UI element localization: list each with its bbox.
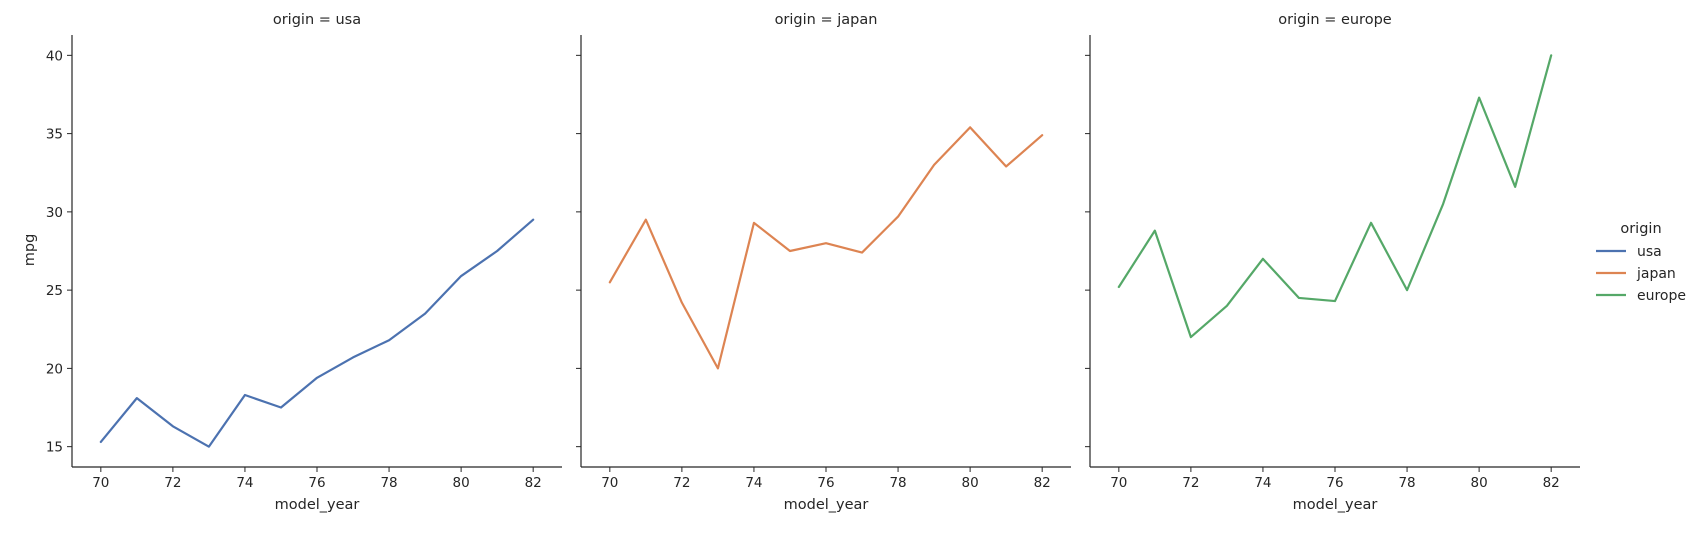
x-tick-label: 82 — [1034, 475, 1051, 491]
legend-items: usa japan europe — [1596, 244, 1686, 304]
x-tick-label: 76 — [817, 475, 834, 491]
y-tick-label: 15 — [46, 440, 63, 456]
x-tick-label: 74 — [236, 475, 253, 491]
x-tick-label: 72 — [673, 475, 690, 491]
y-tick-label: 30 — [46, 205, 63, 221]
x-tick-label: 80 — [453, 475, 470, 491]
x-axis-label: model_year — [784, 497, 869, 513]
x-axis-label: model_year — [1293, 497, 1378, 513]
facet-panel-europe: origin = europe 70 72 74 76 78 80 82 model_year — [1085, 12, 1580, 513]
x-tick-label: 74 — [745, 475, 762, 491]
y-tick-label: 35 — [46, 127, 63, 143]
legend: origin usa japan europe — [1596, 221, 1686, 304]
x-tick-label: 80 — [962, 475, 979, 491]
facet-panel-usa: origin = usa 15 20 25 30 35 40 70 72 74 76 78 80 82 mo… — [46, 12, 562, 513]
series-line-europe — [1117, 54, 1553, 339]
x-tick-label: 82 — [1543, 475, 1560, 491]
x-tick-label: 72 — [164, 475, 181, 491]
facet-panels: origin = usa 15 20 25 30 35 40 70 72 74 76 78 80 82 mo… — [46, 12, 1580, 513]
x-tick-label: 72 — [1182, 475, 1199, 491]
series-line-usa — [99, 218, 535, 448]
x-tick-label: 78 — [1398, 475, 1415, 491]
facet-panel-japan: origin = japan 70 72 74 76 78 80 82 model_year — [576, 12, 1071, 513]
series-line-japan — [608, 126, 1044, 370]
x-tick-label: 76 — [308, 475, 325, 491]
y-axis-label: mpg — [22, 234, 38, 267]
facet-title: origin = usa — [273, 12, 361, 28]
x-tick-label: 70 — [601, 475, 618, 491]
y-tick-label: 40 — [46, 48, 63, 64]
facet-title: origin = japan — [775, 12, 878, 28]
x-tick-label: 78 — [380, 475, 397, 491]
x-tick-label: 80 — [1471, 475, 1488, 491]
x-tick-label: 70 — [1110, 475, 1127, 491]
x-tick-label: 70 — [92, 475, 109, 491]
legend-label-europe: europe — [1637, 288, 1686, 304]
y-tick-label: 25 — [46, 283, 63, 299]
x-tick-label: 74 — [1254, 475, 1271, 491]
legend-label-usa: usa — [1637, 244, 1662, 260]
x-tick-label: 78 — [889, 475, 906, 491]
x-axis-label: model_year — [275, 497, 360, 513]
x-tick-label: 76 — [1326, 475, 1343, 491]
facet-title: origin = europe — [1278, 12, 1391, 28]
legend-label-japan: japan — [1636, 266, 1676, 282]
x-tick-label: 82 — [525, 475, 542, 491]
y-tick-label: 20 — [46, 361, 63, 377]
legend-title: origin — [1620, 221, 1661, 237]
